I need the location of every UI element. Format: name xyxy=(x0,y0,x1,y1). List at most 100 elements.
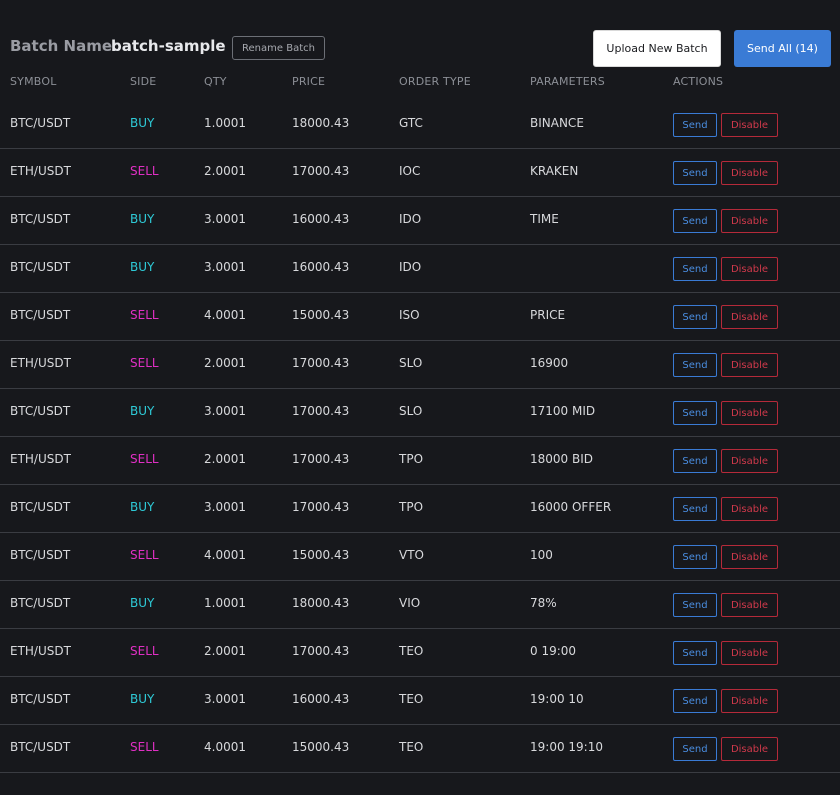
cell-order-type: IOC xyxy=(399,164,421,178)
cell-parameters: KRAKEN xyxy=(530,164,579,178)
disable-button[interactable]: Disable xyxy=(721,593,778,617)
cell-side: SELL xyxy=(130,164,159,178)
rename-batch-button[interactable]: Rename Batch xyxy=(232,36,325,60)
cell-order-type: VIO xyxy=(399,596,421,610)
disable-button[interactable]: Disable xyxy=(721,161,778,185)
column-header-symbol: SYMBOL xyxy=(10,75,57,88)
send-button[interactable]: Send xyxy=(673,545,717,569)
cell-parameters: 100 xyxy=(530,548,553,562)
cell-side: BUY xyxy=(130,404,155,418)
table-row: BTC/USDT BUY 3.0001 16000.43 TEO 19:00 10 Send… xyxy=(0,677,840,725)
disable-button[interactable]: Disable xyxy=(721,305,778,329)
send-button[interactable]: Send xyxy=(673,257,717,281)
disable-button[interactable]: Disable xyxy=(721,545,778,569)
cell-qty: 1.0001 xyxy=(204,116,246,130)
cell-qty: 2.0001 xyxy=(204,164,246,178)
cell-parameters: 18000 BID xyxy=(530,452,593,466)
cell-symbol: BTC/USDT xyxy=(10,308,71,322)
disable-button[interactable]: Disable xyxy=(721,689,778,713)
cell-qty: 3.0001 xyxy=(204,260,246,274)
send-button[interactable]: Send xyxy=(673,353,717,377)
cell-side: BUY xyxy=(130,212,155,226)
cell-parameters: 16900 xyxy=(530,356,569,370)
cell-qty: 4.0001 xyxy=(204,740,246,754)
send-all-button[interactable]: Send All (14) xyxy=(734,30,831,67)
cell-price: 17000.43 xyxy=(292,452,350,466)
cell-order-type: TEO xyxy=(399,692,424,706)
cell-order-type: SLO xyxy=(399,356,423,370)
cell-qty: 2.0001 xyxy=(204,644,246,658)
cell-qty: 1.0001 xyxy=(204,596,246,610)
disable-button[interactable]: Disable xyxy=(721,401,778,425)
cell-qty: 2.0001 xyxy=(204,356,246,370)
cell-parameters: BINANCE xyxy=(530,116,584,130)
send-button[interactable]: Send xyxy=(673,209,717,233)
column-header-price: PRICE xyxy=(292,75,326,88)
table-row: BTC/USDT SELL 4.0001 15000.43 TEO 19:00 19:10… xyxy=(0,725,840,773)
upload-new-batch-button[interactable]: Upload New Batch xyxy=(593,30,721,67)
table-row: ETH/USDT SELL 2.0001 17000.43 TPO 18000 BID Se… xyxy=(0,437,840,485)
disable-button[interactable]: Disable xyxy=(721,209,778,233)
cell-side: SELL xyxy=(130,356,159,370)
table-header: SYMBOL SIDE QTY PRICE ORDER TYPE PARAMET… xyxy=(0,75,840,95)
send-button[interactable]: Send xyxy=(673,593,717,617)
table-row: BTC/USDT BUY 1.0001 18000.43 GTC BINANCE Send D… xyxy=(0,101,840,149)
batch-name-value: batch-sample xyxy=(111,37,226,55)
table-row: BTC/USDT SELL 4.0001 15000.43 ISO PRICE Send Di… xyxy=(0,293,840,341)
send-button[interactable]: Send xyxy=(673,113,717,137)
cell-parameters: 16000 OFFER xyxy=(530,500,612,514)
send-button[interactable]: Send xyxy=(673,689,717,713)
cell-parameters: 17100 MID xyxy=(530,404,596,418)
cell-parameters: 19:00 19:10 xyxy=(530,740,603,754)
send-button[interactable]: Send xyxy=(673,449,717,473)
cell-order-type: IDO xyxy=(399,212,422,226)
cell-order-type: SLO xyxy=(399,404,423,418)
cell-price: 18000.43 xyxy=(292,596,350,610)
cell-symbol: BTC/USDT xyxy=(10,548,71,562)
cell-price: 17000.43 xyxy=(292,164,350,178)
cell-parameters: PRICE xyxy=(530,308,566,322)
disable-button[interactable]: Disable xyxy=(721,737,778,761)
cell-order-type: GTC xyxy=(399,116,423,130)
batch-name-label: Batch Name: xyxy=(10,37,118,55)
cell-symbol: ETH/USDT xyxy=(10,164,71,178)
cell-price: 15000.43 xyxy=(292,548,350,562)
cell-price: 18000.43 xyxy=(292,116,350,130)
disable-button[interactable]: Disable xyxy=(721,353,778,377)
disable-button[interactable]: Disable xyxy=(721,449,778,473)
cell-symbol: BTC/USDT xyxy=(10,212,71,226)
send-button[interactable]: Send xyxy=(673,641,717,665)
send-button[interactable]: Send xyxy=(673,305,717,329)
send-button[interactable]: Send xyxy=(673,737,717,761)
cell-qty: 3.0001 xyxy=(204,212,246,226)
cell-symbol: BTC/USDT xyxy=(10,404,71,418)
cell-symbol: BTC/USDT xyxy=(10,116,71,130)
disable-button[interactable]: Disable xyxy=(721,113,778,137)
cell-order-type: TEO xyxy=(399,644,424,658)
send-button[interactable]: Send xyxy=(673,161,717,185)
cell-order-type: ISO xyxy=(399,308,420,322)
disable-button[interactable]: Disable xyxy=(721,497,778,521)
table-row: ETH/USDT SELL 2.0001 17000.43 TEO 0 19:00 Send… xyxy=(0,629,840,677)
cell-price: 16000.43 xyxy=(292,260,350,274)
cell-qty: 2.0001 xyxy=(204,452,246,466)
cell-qty: 3.0001 xyxy=(204,692,246,706)
column-header-side: SIDE xyxy=(130,75,157,88)
cell-price: 17000.43 xyxy=(292,356,350,370)
cell-parameters: 19:00 10 xyxy=(530,692,584,706)
send-button[interactable]: Send xyxy=(673,401,717,425)
cell-qty: 4.0001 xyxy=(204,308,246,322)
disable-button[interactable]: Disable xyxy=(721,641,778,665)
table-row: BTC/USDT BUY 3.0001 17000.43 TPO 16000 OFFER S… xyxy=(0,485,840,533)
disable-button[interactable]: Disable xyxy=(721,257,778,281)
cell-qty: 3.0001 xyxy=(204,404,246,418)
cell-side: SELL xyxy=(130,452,159,466)
cell-order-type: TPO xyxy=(399,452,424,466)
table-row: BTC/USDT BUY 3.0001 16000.43 IDO TIME Send Disa… xyxy=(0,197,840,245)
table-row: BTC/USDT BUY 3.0001 16000.43 IDO Send Disable xyxy=(0,245,840,293)
table-row: BTC/USDT SELL 4.0001 15000.43 VTO 100 Send Disa… xyxy=(0,533,840,581)
column-header-order-type: ORDER TYPE xyxy=(399,75,471,88)
cell-side: BUY xyxy=(130,692,155,706)
send-button[interactable]: Send xyxy=(673,497,717,521)
cell-price: 15000.43 xyxy=(292,740,350,754)
